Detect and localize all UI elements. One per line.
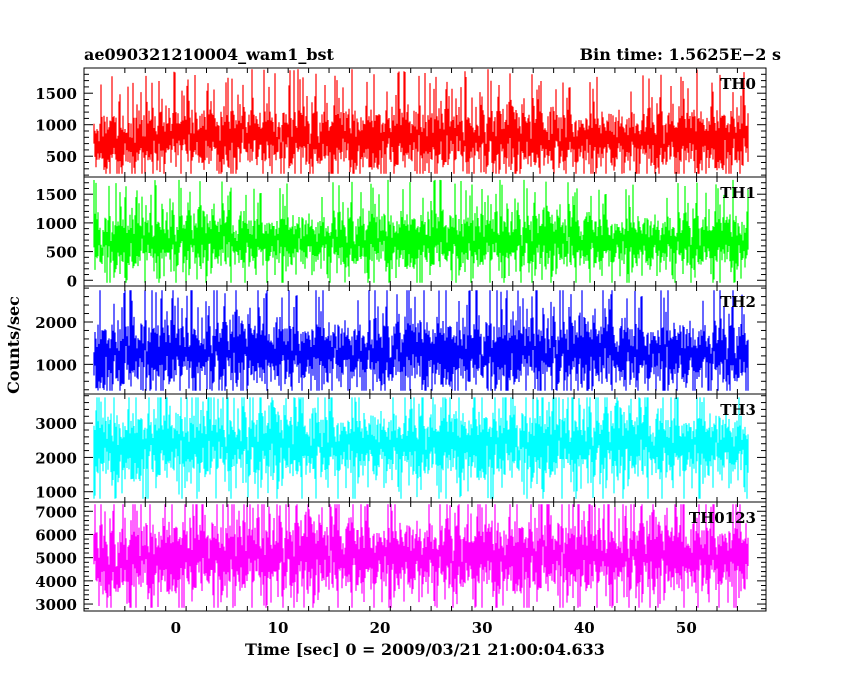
panel-label: TH0123 [689, 509, 756, 527]
y-tick-label: 3000 [35, 415, 77, 433]
panel-label: TH2 [720, 293, 756, 311]
panel-th2: 1000 2000 TH2 [35, 285, 767, 395]
panel-label: TH3 [720, 401, 756, 419]
panel-th1: 0 500 1000 1500 TH1 [35, 176, 767, 290]
x-axis-label: Time [sec] 0 = 2009/03/21 21:00:04.633 [245, 640, 605, 659]
y-tick-label: 0 [67, 272, 77, 290]
y-tick-label: 1500 [35, 85, 77, 103]
x-tick-label: 30 [472, 619, 493, 637]
y-tick-label: 7000 [35, 503, 77, 521]
panel-th0123: 3000 4000 5000 6000 7000 TH0123 [35, 501, 767, 614]
x-tick-label: 20 [370, 619, 391, 637]
y-tick-label: 2000 [35, 314, 77, 332]
y-tick-label: 1500 [35, 186, 77, 204]
panel-th0: 500 1000 1500 TH0 [35, 67, 767, 178]
y-tick-label: 1000 [35, 484, 77, 502]
y-tick-label: 500 [46, 244, 77, 262]
y-tick-label: 1000 [35, 117, 77, 135]
panel-label: TH0 [720, 75, 756, 93]
lightcurve-th0123 [93, 504, 749, 608]
y-tick-label: 4000 [35, 573, 77, 591]
y-tick-label: 5000 [35, 550, 77, 568]
x-axis: 0 10 20 30 40 50 [171, 619, 697, 637]
panel-label: TH1 [720, 184, 756, 202]
panels-group: 500 1000 1500 TH0 0 500 1000 1500 TH1 1000 2000 TH2… [35, 67, 767, 614]
x-tick-label: 10 [268, 619, 289, 637]
panel-frame [83, 501, 767, 612]
x-tick-label: 0 [171, 619, 181, 637]
x-tick-label: 40 [574, 619, 595, 637]
y-tick-label: 500 [46, 148, 77, 166]
x-tick-label: 50 [676, 619, 697, 637]
y-tick-label: 1000 [35, 215, 77, 233]
chart-title: ae090321210004_wam1_bst [84, 45, 335, 64]
y-tick-label: 3000 [35, 596, 77, 614]
y-tick-label: 1000 [35, 356, 77, 374]
lightcurve-th0 [93, 69, 749, 174]
lightcurve-th1 [93, 179, 749, 283]
y-tick-label: 6000 [35, 526, 77, 544]
y-tick-label: 2000 [35, 449, 77, 467]
panel-th3: 1000 2000 3000 TH3 [35, 393, 767, 503]
bin-time-label: Bin time: 1.5625E−2 s [580, 45, 781, 64]
lightcurve-th3 [93, 397, 749, 499]
lightcurve-th2 [93, 290, 749, 391]
y-axis-label: Counts/sec [4, 296, 23, 394]
